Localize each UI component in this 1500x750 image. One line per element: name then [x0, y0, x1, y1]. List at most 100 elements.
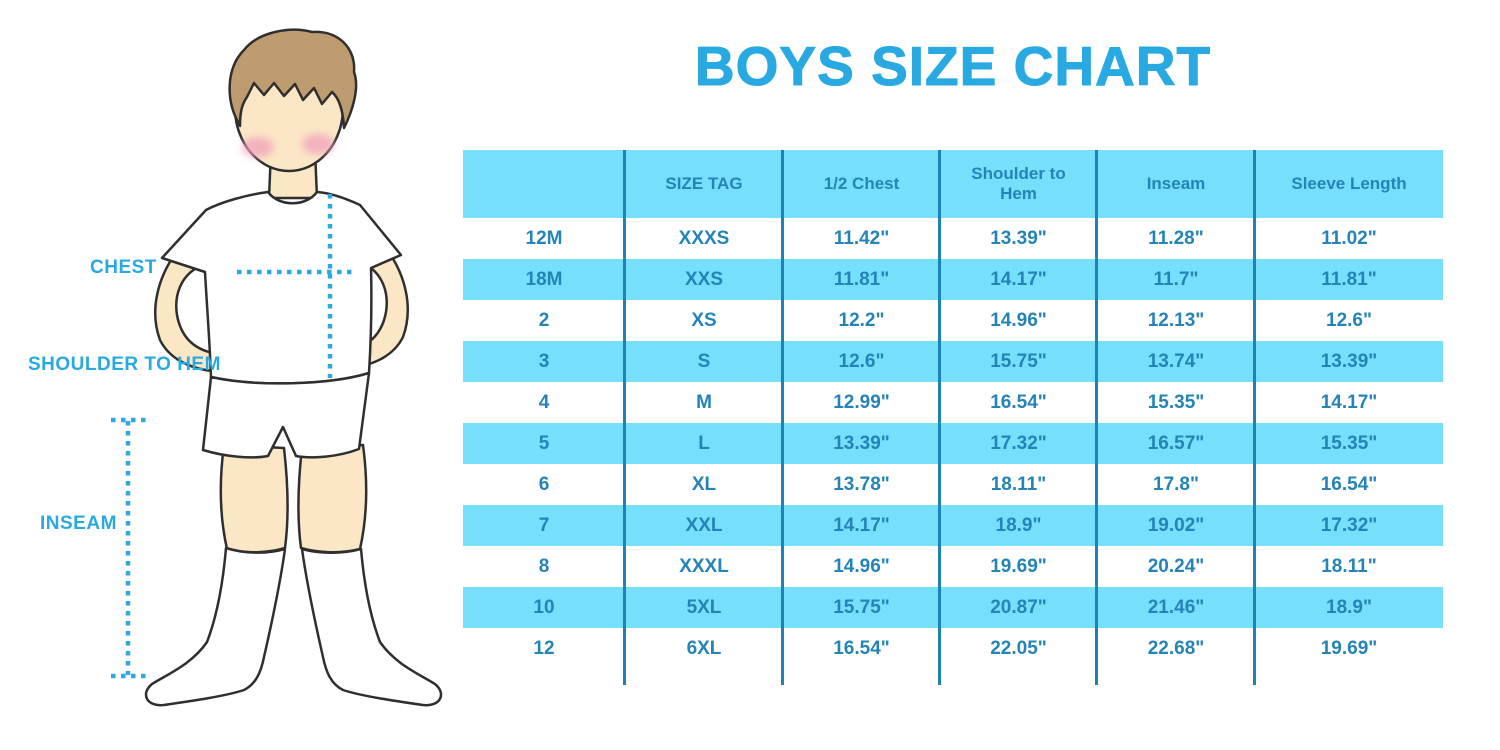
half-chest-cell: 12.2"	[838, 309, 885, 331]
size-tag-cell: L	[698, 432, 710, 454]
inseam-cell: 13.74"	[1147, 350, 1205, 372]
inseam-cell: 21.46"	[1147, 596, 1205, 618]
sleeve-length-cell: 11.02"	[1321, 227, 1377, 249]
header-cell-shoulder-to-hem: Shoulder to Hem	[971, 164, 1066, 203]
size-cell: 6	[538, 473, 550, 495]
size-tag-cell: XXXL	[679, 555, 729, 577]
sleeve-length-cell: 13.39"	[1320, 350, 1378, 372]
shoulder-to-hem-cell: 18.11"	[990, 473, 1047, 495]
size-tag-cell: 6XL	[686, 637, 722, 659]
inseam-cell: 19.02"	[1147, 514, 1205, 536]
shoulder-to-hem-cell: 14.96"	[990, 309, 1047, 331]
shoulder-to-hem-cell: 18.9"	[995, 514, 1042, 536]
size-tag-cell: XXS	[684, 268, 724, 290]
table-row: 3 S 12.6" 15.75" 13.74" 13.39"	[463, 341, 1443, 382]
half-chest-cell: 16.54"	[833, 637, 890, 659]
size-tag-cell: XXXS	[678, 227, 730, 249]
size-tag-cell: XXL	[685, 514, 723, 536]
boy-leg-left	[219, 443, 289, 554]
table-body: 12M XXXS 11.42" 13.39" 11.28" 11.02" 18M…	[463, 218, 1443, 669]
table-row: 18M XXS 11.81" 14.17" 11.7" 11.81"	[463, 259, 1443, 300]
shoulder-to-hem-cell: 19.69"	[990, 555, 1047, 577]
size-table: SIZE TAG 1/2 Chest Shoulder to Hem Insea…	[463, 150, 1443, 685]
header-cell-half-chest: 1/2 Chest	[823, 174, 900, 194]
column-separator	[623, 150, 626, 685]
size-tag-cell: S	[697, 350, 711, 372]
shoulder-to-hem-cell: 15.75"	[990, 350, 1047, 372]
size-cell: 10	[533, 596, 555, 618]
half-chest-cell: 13.78"	[833, 473, 890, 495]
sleeve-length-cell: 11.81"	[1321, 268, 1377, 290]
half-chest-cell: 11.81"	[833, 268, 890, 290]
size-tag-cell: XL	[691, 473, 717, 495]
sleeve-length-cell: 17.32"	[1320, 514, 1378, 536]
table-row: 8 XXXL 14.96" 19.69" 20.24" 18.11"	[463, 546, 1443, 587]
header-cell-blank	[463, 150, 625, 218]
table-row: 7 XXL 14.17" 18.9" 19.02" 17.32"	[463, 505, 1443, 546]
half-chest-cell: 14.96"	[833, 555, 890, 577]
table-header-row: SIZE TAG 1/2 Chest Shoulder to Hem Insea…	[463, 150, 1443, 218]
sleeve-length-cell: 16.54"	[1320, 473, 1378, 495]
half-chest-cell: 12.99"	[833, 391, 890, 413]
size-cell: 7	[538, 514, 550, 536]
inseam-cell: 11.7"	[1153, 268, 1199, 290]
boy-sock-right	[300, 547, 443, 707]
boy-leg-right	[297, 443, 368, 554]
sleeve-length-cell: 18.9"	[1326, 596, 1372, 618]
header-cell-inseam: Inseam	[1146, 174, 1206, 194]
column-separator	[938, 150, 941, 685]
half-chest-cell: 14.17"	[833, 514, 890, 536]
size-cell: 12M	[525, 227, 563, 249]
table-row: 10 5XL 15.75" 20.87" 21.46" 18.9"	[463, 587, 1443, 628]
column-separator	[781, 150, 784, 685]
table-row: 6 XL 13.78" 18.11" 17.8" 16.54"	[463, 464, 1443, 505]
inseam-cell: 11.28"	[1148, 227, 1204, 249]
size-cell: 2	[538, 309, 550, 331]
table-row: 5 L 13.39" 17.32" 16.57" 15.35"	[463, 423, 1443, 464]
shoulder-to-hem-cell: 14.17"	[990, 268, 1047, 290]
half-chest-cell: 12.6"	[838, 350, 885, 372]
table-row: 4 M 12.99" 16.54" 15.35" 14.17"	[463, 382, 1443, 423]
size-cell: 3	[538, 350, 550, 372]
boy-sock-left	[144, 546, 287, 707]
column-separator	[1253, 150, 1256, 685]
table-row: 12M XXXS 11.42" 13.39" 11.28" 11.02"	[463, 218, 1443, 259]
table-row: 12 6XL 16.54" 22.05" 22.68" 19.69"	[463, 628, 1443, 669]
size-cell: 4	[538, 391, 550, 413]
sleeve-length-cell: 14.17"	[1320, 391, 1378, 413]
size-cell: 12	[533, 637, 555, 659]
header-cell-sleeve-length: Sleeve Length	[1291, 174, 1407, 194]
header-cell-size-tag: SIZE TAG	[665, 174, 743, 194]
boy-cheek-right	[302, 134, 334, 154]
column-separator	[1095, 150, 1098, 685]
sleeve-length-cell: 18.11"	[1321, 555, 1377, 577]
shoulder-to-hem-cell: 20.87"	[990, 596, 1047, 618]
inseam-cell: 15.35"	[1147, 391, 1205, 413]
chest-label: CHEST	[90, 257, 157, 278]
size-tag-cell: M	[696, 391, 712, 413]
sleeve-length-cell: 15.35"	[1320, 432, 1378, 454]
half-chest-cell: 11.42"	[833, 227, 890, 249]
boy-cheek-left	[242, 137, 274, 157]
half-chest-cell: 15.75"	[833, 596, 890, 618]
shoulder-to-hem-cell: 13.39"	[990, 227, 1047, 249]
inseam-cell: 17.8"	[1153, 473, 1199, 495]
shoulder-to-hem-label: SHOULDER TO HEM	[28, 354, 221, 375]
boy-hair	[228, 28, 358, 130]
half-chest-cell: 13.39"	[833, 432, 890, 454]
size-cell: 18M	[525, 268, 563, 290]
boy-illustration	[111, 28, 443, 707]
inseam-cell: 22.68"	[1147, 637, 1205, 659]
size-cell: 5	[538, 432, 550, 454]
boy-shorts	[201, 371, 371, 459]
shoulder-to-hem-cell: 16.54"	[990, 391, 1047, 413]
inseam-cell: 16.57"	[1147, 432, 1205, 454]
inseam-label: INSEAM	[40, 513, 117, 534]
sleeve-length-cell: 19.69"	[1320, 637, 1378, 659]
sleeve-length-cell: 12.6"	[1326, 309, 1372, 331]
size-tag-cell: 5XL	[686, 596, 722, 618]
inseam-cell: 20.24"	[1147, 555, 1205, 577]
size-cell: 8	[538, 555, 550, 577]
shoulder-to-hem-cell: 22.05"	[990, 637, 1047, 659]
page-title: BOYS SIZE CHART	[694, 35, 1212, 98]
